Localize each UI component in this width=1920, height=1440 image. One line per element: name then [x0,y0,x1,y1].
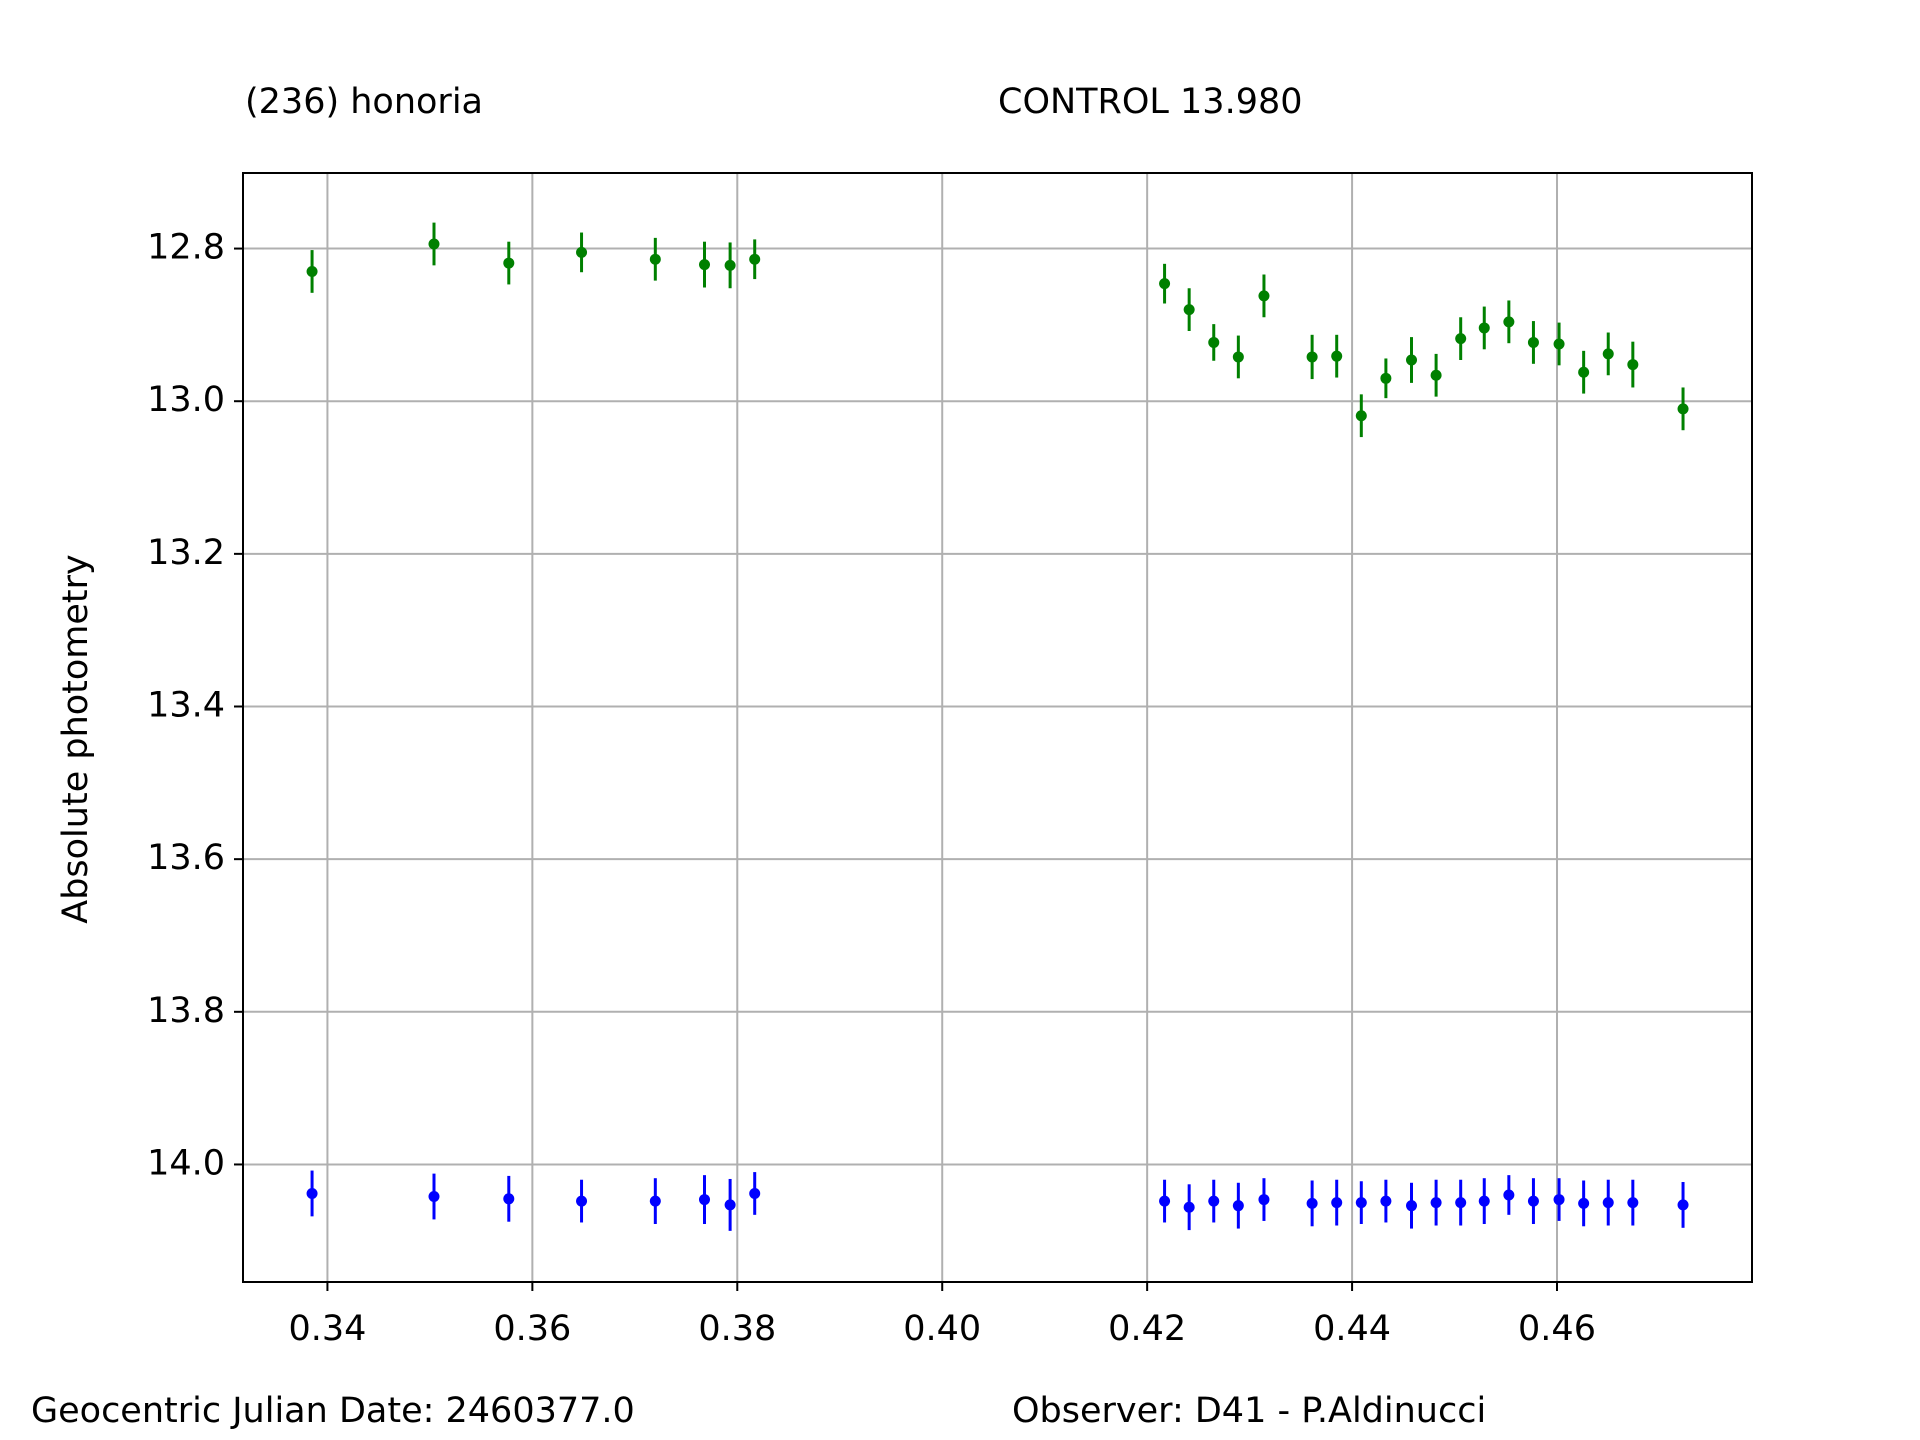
data-point [1183,304,1195,316]
x-tick-label: 0.34 [288,1309,366,1349]
data-point [306,1187,318,1199]
data-point [1331,1197,1343,1209]
data-point [1208,336,1220,348]
x-tick-label: 0.38 [698,1309,776,1349]
data-point [649,1195,661,1207]
data-point [1406,1200,1418,1212]
data-point [1627,359,1639,371]
data-point [1455,1197,1467,1209]
data-point [1430,1197,1442,1209]
data-point [1355,410,1367,422]
data-point [503,257,515,269]
data-point [1478,1195,1490,1207]
data-point [1627,1197,1639,1209]
data-point [1478,322,1490,334]
y-tick-label: 13.0 [147,380,225,420]
x-tick-label: 0.44 [1313,1309,1391,1349]
data-point [1306,1197,1318,1209]
data-point [1527,1195,1539,1207]
data-point [1602,348,1614,360]
y-tick-label: 14.0 [147,1143,225,1183]
data-point [1159,1195,1171,1207]
x-tick-label: 0.42 [1108,1309,1186,1349]
data-point [1503,1189,1515,1201]
data-point [1578,366,1590,378]
data-point [1455,333,1467,345]
x-tick-label: 0.36 [493,1309,571,1349]
data-point [1553,338,1565,350]
data-point [1232,1200,1244,1212]
data-point [1677,1199,1689,1211]
data-point [1430,369,1442,381]
data-point [724,1199,736,1211]
series-label: CONTROL 13.980 [998,82,1303,122]
data-point [1331,350,1343,362]
series-label: (236) honoria [245,82,483,122]
data-point [749,253,761,265]
data-point [649,253,661,265]
x-tick-label: 0.40 [903,1309,981,1349]
data-point [306,265,318,277]
data-point [699,1194,711,1206]
x-axis-label: Geocentric Julian Date: 2460377.0 [31,1391,635,1431]
data-point [1208,1195,1220,1207]
data-point [576,1195,588,1207]
data-point [1183,1201,1195,1213]
x-tick-label: 0.46 [1518,1309,1596,1349]
data-point [1677,403,1689,415]
y-axis-label: Absolute photometry [56,554,96,924]
data-point [1258,290,1270,302]
data-point [576,246,588,258]
data-point [1258,1194,1270,1206]
data-point [699,259,711,271]
plot-frame [242,172,1753,1283]
data-point [428,238,440,250]
data-point [1578,1197,1590,1209]
data-point [724,259,736,271]
data-point [1406,354,1418,366]
data-point [1527,336,1539,348]
data-point [1232,351,1244,363]
data-point [1159,278,1171,290]
y-tick-label: 13.6 [147,838,225,878]
y-tick-label: 13.8 [147,991,225,1031]
data-point [1380,1195,1392,1207]
y-tick-label: 13.2 [147,533,225,573]
data-point [428,1191,440,1203]
data-point [1380,372,1392,384]
data-point [503,1193,515,1205]
data-point [749,1187,761,1199]
data-point [1503,316,1515,328]
data-point [1355,1197,1367,1209]
data-point [1553,1194,1565,1206]
observer-note: Observer: D41 - P.Aldinucci [1012,1391,1486,1431]
y-tick-label: 12.8 [147,228,225,268]
data-point [1306,351,1318,363]
y-tick-label: 13.4 [147,686,225,726]
data-point [1602,1197,1614,1209]
